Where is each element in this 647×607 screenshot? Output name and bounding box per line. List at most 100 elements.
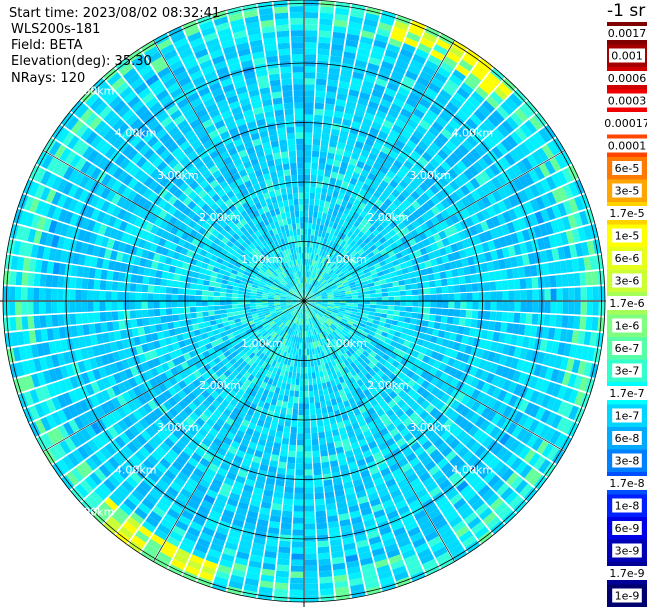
beta-cell xyxy=(382,472,394,483)
beta-cell xyxy=(380,283,388,289)
beta-cell xyxy=(497,187,508,200)
beta-cell xyxy=(399,262,407,270)
beta-cell xyxy=(478,507,493,521)
beta-cell xyxy=(536,440,549,455)
beta-cell xyxy=(452,317,460,325)
beta-cell xyxy=(324,201,331,208)
beta-cell xyxy=(306,271,309,278)
beta-cell xyxy=(339,464,349,472)
beta-cell xyxy=(320,278,326,284)
beta-cell xyxy=(330,466,340,474)
beta-cell xyxy=(532,301,539,313)
beta-cell xyxy=(542,263,550,276)
beta-cell xyxy=(357,271,365,277)
beta-cell xyxy=(318,552,331,560)
beta-cell xyxy=(317,275,322,282)
beta-cell xyxy=(317,284,323,290)
beta-cell xyxy=(512,370,522,383)
beta-cell xyxy=(380,390,389,399)
beta-cell xyxy=(359,261,367,268)
beta-cell xyxy=(379,335,387,342)
beta-cell xyxy=(502,211,512,223)
beta-cell xyxy=(403,340,411,348)
beta-cell xyxy=(362,143,373,153)
beta-cell xyxy=(428,82,441,94)
beta-cell xyxy=(567,421,579,437)
beta-cell xyxy=(589,363,599,378)
beta-cell xyxy=(598,301,605,316)
beta-cell xyxy=(496,342,505,354)
beta-cell xyxy=(430,397,441,407)
beta-cell xyxy=(320,292,327,296)
beta-cell xyxy=(411,382,421,392)
beta-cell xyxy=(274,405,282,413)
beta-cell xyxy=(355,387,363,395)
beta-cell xyxy=(469,366,478,377)
beta-cell xyxy=(344,251,351,259)
beta-cell xyxy=(410,150,421,161)
beta-cell xyxy=(338,389,346,397)
beta-cell xyxy=(430,301,437,308)
beta-cell xyxy=(154,316,162,325)
beta-cell xyxy=(348,247,355,254)
beta-cell xyxy=(384,224,393,233)
beta-cell xyxy=(506,323,514,334)
beta-cell xyxy=(421,424,432,435)
beta-cell xyxy=(416,386,426,396)
beta-cell xyxy=(567,165,579,181)
beta-cell xyxy=(419,553,435,565)
beta-cell xyxy=(372,161,382,171)
beta-cell xyxy=(351,295,359,299)
beta-cell xyxy=(309,324,312,331)
beta-cell xyxy=(504,436,516,449)
beta-cell xyxy=(356,215,364,223)
beta-cell xyxy=(546,191,557,206)
beta-cell xyxy=(392,26,407,37)
beta-cell xyxy=(428,314,436,322)
beta-cell xyxy=(339,306,346,310)
beta-cell xyxy=(349,416,358,425)
beta-cell xyxy=(458,418,470,430)
beta-cell xyxy=(326,91,337,99)
beta-cell xyxy=(286,377,292,385)
beta-cell xyxy=(396,422,406,433)
beta-cell xyxy=(359,501,371,511)
beta-cell xyxy=(491,443,504,456)
beta-cell xyxy=(460,383,470,394)
beta-cell xyxy=(513,442,526,456)
beta-cell xyxy=(327,294,334,298)
beta-cell xyxy=(445,450,457,462)
beta-cell xyxy=(379,413,389,422)
beta-cell xyxy=(357,545,371,554)
beta-cell xyxy=(316,72,328,80)
beta-cell xyxy=(392,418,403,428)
beta-cell xyxy=(357,337,365,344)
beta-cell xyxy=(474,416,486,428)
beta-cell xyxy=(311,372,316,379)
beta-cell xyxy=(568,389,579,404)
beta-cell xyxy=(424,294,431,301)
beta-cell xyxy=(439,247,447,256)
beta-cell xyxy=(447,168,458,180)
beta-cell xyxy=(384,323,392,329)
beta-cell xyxy=(449,411,460,422)
beta-cell xyxy=(315,293,321,297)
beta-cell xyxy=(371,336,379,343)
beta-cell xyxy=(325,275,331,281)
beta-cell xyxy=(374,33,389,44)
beta-cell xyxy=(219,301,226,306)
beta-cell xyxy=(323,273,329,279)
beta-cell xyxy=(306,258,309,266)
beta-cell xyxy=(454,293,461,301)
beta-cell xyxy=(311,279,315,285)
beta-cell xyxy=(481,196,492,208)
beta-cell xyxy=(482,511,497,525)
beta-cell xyxy=(423,414,434,425)
beta-cell xyxy=(382,93,394,103)
beta-cell xyxy=(105,311,113,322)
beta-cell xyxy=(407,329,415,336)
beta-cell xyxy=(304,246,307,253)
beta-cell xyxy=(411,244,420,252)
beta-cell xyxy=(304,523,316,530)
beta-cell xyxy=(334,358,340,366)
